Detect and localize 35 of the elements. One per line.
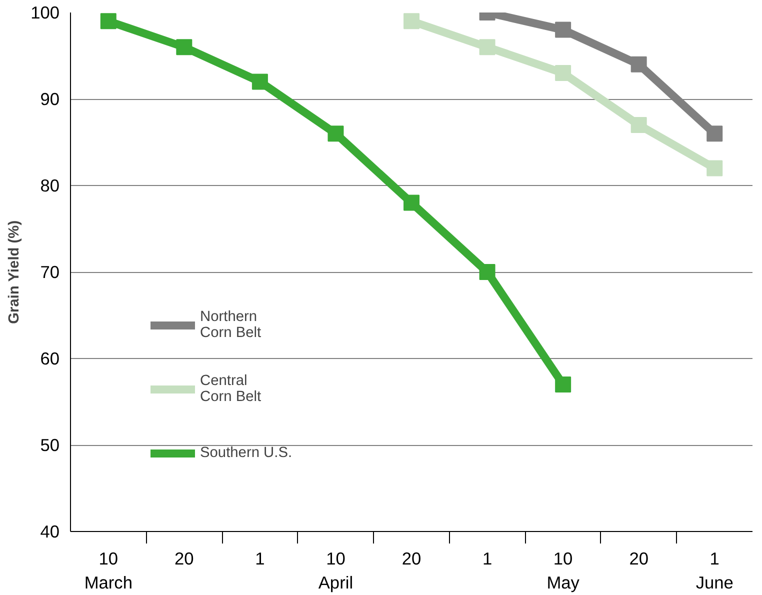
x-tick-label: 10 May [546,548,580,592]
x-tick-label: 20 [402,548,422,568]
x-tick-label: 10 April [318,548,354,592]
point [479,264,496,280]
y-axis-title: Grain Yield (%) [6,220,23,324]
point [555,376,572,392]
y-tick-label: 60 [40,348,60,368]
point [479,39,496,56]
x-tick-label: 1 June [696,548,734,592]
y-tick-label: 80 [40,176,60,196]
point [328,126,344,142]
point [176,39,192,56]
point [630,56,647,72]
point [404,13,420,30]
legend-label: Central Corn Belt [200,372,262,407]
legend-label: Northern Corn Belt [200,308,262,343]
point [630,116,647,133]
point [706,160,723,176]
y-tick-label: 100 [30,2,60,22]
point [555,22,572,38]
y-tick-label: 50 [40,435,60,455]
x-tick-label: 20 [629,548,648,568]
point [404,194,420,211]
x-tick-label: 1 [482,548,492,568]
y-tick-label: 90 [40,89,60,109]
point [252,74,268,90]
point [706,126,723,142]
y-tick-label: 40 [40,522,60,542]
x-tick-label: 10 March [84,548,132,592]
y-tick-label: 70 [40,262,60,282]
legend-label: Southern U.S. [200,444,292,463]
point [100,13,116,30]
x-tick-label: 1 [255,548,265,568]
x-tick-label: 20 [174,548,194,568]
point [555,65,572,82]
